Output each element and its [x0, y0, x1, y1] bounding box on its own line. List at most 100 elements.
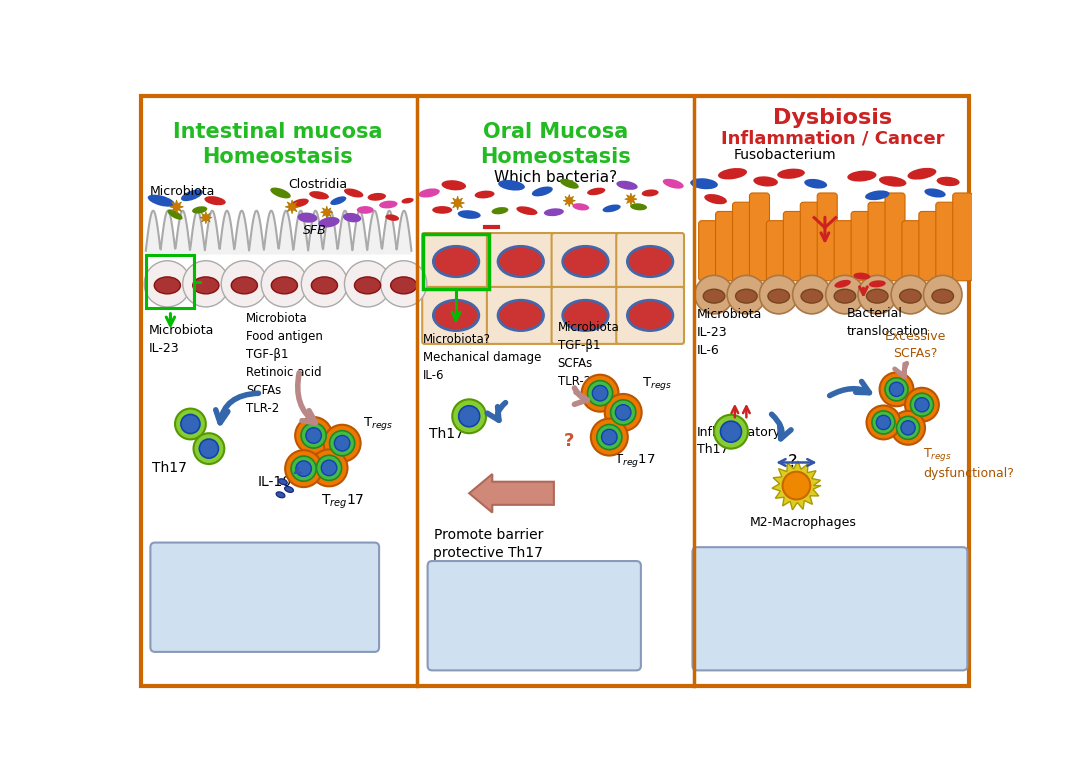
- Circle shape: [194, 433, 224, 464]
- Ellipse shape: [344, 188, 364, 197]
- FancyBboxPatch shape: [151, 543, 379, 652]
- Circle shape: [901, 421, 915, 435]
- Text: SFB: SFB: [303, 224, 327, 237]
- Ellipse shape: [703, 289, 725, 303]
- Circle shape: [825, 276, 864, 314]
- Circle shape: [866, 406, 900, 440]
- Text: ↑ Oxidative Stress: ↑ Oxidative Stress: [713, 580, 837, 593]
- Ellipse shape: [587, 187, 605, 195]
- Ellipse shape: [318, 217, 340, 228]
- Circle shape: [144, 261, 191, 307]
- FancyArrowPatch shape: [771, 414, 791, 439]
- Ellipse shape: [801, 289, 823, 303]
- Ellipse shape: [205, 196, 225, 205]
- Ellipse shape: [278, 479, 287, 485]
- FancyBboxPatch shape: [732, 202, 753, 281]
- Ellipse shape: [778, 169, 805, 179]
- Circle shape: [380, 261, 427, 307]
- Circle shape: [889, 382, 903, 396]
- Circle shape: [885, 378, 908, 401]
- Circle shape: [727, 276, 766, 314]
- Ellipse shape: [498, 180, 525, 190]
- Text: Microbiota: Microbiota: [149, 185, 216, 198]
- Ellipse shape: [853, 272, 871, 279]
- Circle shape: [316, 455, 341, 481]
- Ellipse shape: [602, 204, 621, 212]
- Ellipse shape: [573, 204, 589, 211]
- FancyBboxPatch shape: [616, 287, 684, 344]
- Ellipse shape: [560, 179, 578, 189]
- Ellipse shape: [193, 277, 219, 294]
- Text: Excessive
SCFAs?: Excessive SCFAs?: [885, 330, 947, 360]
- Ellipse shape: [181, 190, 203, 201]
- Circle shape: [453, 399, 486, 433]
- FancyBboxPatch shape: [851, 211, 871, 281]
- Circle shape: [695, 276, 733, 314]
- Text: Oral Mucosa
Homeostasis: Oral Mucosa Homeostasis: [480, 122, 630, 167]
- FancyBboxPatch shape: [902, 221, 922, 281]
- Ellipse shape: [192, 206, 207, 214]
- Circle shape: [879, 372, 913, 406]
- FancyBboxPatch shape: [716, 211, 735, 281]
- Polygon shape: [625, 193, 637, 205]
- Circle shape: [891, 411, 925, 445]
- Ellipse shape: [272, 277, 298, 294]
- FancyArrowPatch shape: [216, 393, 259, 423]
- Text: Fusobacterium: Fusobacterium: [733, 149, 836, 163]
- Circle shape: [592, 385, 608, 401]
- FancyBboxPatch shape: [767, 221, 786, 281]
- Ellipse shape: [690, 178, 718, 190]
- Circle shape: [597, 424, 622, 450]
- Circle shape: [329, 430, 355, 456]
- Polygon shape: [451, 196, 465, 210]
- FancyArrowPatch shape: [487, 402, 506, 420]
- Polygon shape: [285, 200, 299, 214]
- Text: T$_{reg}$17: T$_{reg}$17: [614, 451, 655, 468]
- Text: Inflammatory
Th17: Inflammatory Th17: [697, 426, 781, 456]
- Ellipse shape: [627, 300, 673, 330]
- FancyBboxPatch shape: [885, 193, 905, 281]
- Text: ↓  Inflammation: ↓ Inflammation: [444, 594, 552, 606]
- Circle shape: [604, 394, 641, 431]
- Circle shape: [261, 261, 308, 307]
- Text: Th17: Th17: [152, 461, 187, 474]
- Ellipse shape: [908, 168, 937, 180]
- Ellipse shape: [232, 277, 258, 294]
- Circle shape: [296, 461, 312, 477]
- Text: Bacterial
translocation: Bacterial translocation: [847, 307, 928, 338]
- Ellipse shape: [642, 190, 658, 197]
- FancyArrowPatch shape: [574, 388, 587, 404]
- Circle shape: [175, 409, 206, 440]
- FancyBboxPatch shape: [800, 202, 820, 281]
- Ellipse shape: [616, 180, 638, 190]
- Text: ?: ?: [787, 454, 797, 471]
- Text: Which bacteria?: Which bacteria?: [494, 170, 617, 185]
- Text: Dysbiosis: Dysbiosis: [773, 108, 892, 128]
- Circle shape: [183, 261, 229, 307]
- Text: ?: ?: [564, 432, 574, 450]
- Ellipse shape: [900, 289, 922, 303]
- Text: Inflammation / Cancer: Inflammation / Cancer: [721, 130, 944, 148]
- Ellipse shape: [147, 194, 174, 207]
- Text: ↓  Inflammation: ↓ Inflammation: [169, 575, 277, 588]
- Text: Microbiota
IL-23
IL-6: Microbiota IL-23 IL-6: [697, 309, 762, 358]
- Text: M2-Macrophages: M2-Macrophages: [751, 516, 857, 529]
- Ellipse shape: [154, 277, 181, 294]
- FancyArrow shape: [469, 474, 553, 512]
- Circle shape: [305, 428, 322, 444]
- Ellipse shape: [865, 190, 889, 200]
- FancyBboxPatch shape: [918, 211, 939, 281]
- Polygon shape: [170, 200, 183, 214]
- Circle shape: [296, 417, 332, 454]
- FancyBboxPatch shape: [936, 202, 956, 281]
- Ellipse shape: [937, 176, 960, 186]
- Ellipse shape: [663, 179, 683, 189]
- Ellipse shape: [627, 246, 673, 276]
- FancyBboxPatch shape: [146, 251, 412, 320]
- Text: ↓ Apoptosis: ↓ Apoptosis: [713, 614, 793, 626]
- Circle shape: [301, 423, 326, 448]
- Ellipse shape: [386, 214, 399, 221]
- Ellipse shape: [168, 209, 183, 220]
- Ellipse shape: [563, 300, 609, 330]
- Ellipse shape: [433, 300, 479, 330]
